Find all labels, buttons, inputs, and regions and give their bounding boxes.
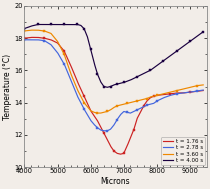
t = 3.60 s <box>158 94 161 96</box>
t = 4.00 s <box>104 86 107 88</box>
t = 2.78 s <box>129 112 131 114</box>
t = 1.76 s <box>30 36 33 39</box>
t = 3.60 s <box>143 98 146 100</box>
t = 2.78 s <box>104 130 107 132</box>
t = 4.00 s <box>106 86 108 88</box>
t = 1.76 s <box>119 153 122 155</box>
t = 4.00 s <box>23 27 26 30</box>
t = 3.60 s <box>23 30 26 32</box>
t = 2.78 s <box>55 50 57 52</box>
t = 1.76 s <box>158 94 161 96</box>
Y-axis label: Temperature (°C): Temperature (°C) <box>4 53 12 120</box>
t = 4.00 s <box>37 23 39 26</box>
t = 4.00 s <box>158 62 161 65</box>
t = 3.60 s <box>202 84 205 86</box>
t = 1.76 s <box>129 137 132 139</box>
t = 4.00 s <box>70 23 72 26</box>
t = 4.00 s <box>129 79 132 81</box>
t = 2.78 s <box>103 130 105 132</box>
t = 2.78 s <box>158 99 161 101</box>
t = 4.00 s <box>202 31 205 33</box>
t = 3.60 s <box>70 72 72 74</box>
t = 3.60 s <box>96 112 99 114</box>
t = 1.76 s <box>143 104 146 106</box>
t = 2.78 s <box>69 78 72 80</box>
t = 2.78 s <box>143 105 145 108</box>
t = 3.60 s <box>30 29 33 31</box>
t = 1.76 s <box>55 41 58 44</box>
t = 2.78 s <box>23 39 26 41</box>
t = 4.00 s <box>143 72 146 74</box>
Line: t = 3.60 s: t = 3.60 s <box>24 30 203 113</box>
Legend: t = 1.76 s, t = 2.78 s, t = 3.60 s, t = 4.00 s: t = 1.76 s, t = 2.78 s, t = 3.60 s, t = … <box>161 137 205 165</box>
Line: t = 4.00 s: t = 4.00 s <box>24 25 203 87</box>
t = 1.76 s <box>104 136 107 138</box>
t = 1.76 s <box>70 64 72 67</box>
Line: t = 2.78 s: t = 2.78 s <box>24 40 203 131</box>
Line: t = 1.76 s: t = 1.76 s <box>24 37 203 154</box>
t = 1.76 s <box>23 37 26 39</box>
t = 1.76 s <box>202 89 205 92</box>
t = 3.60 s <box>55 39 58 41</box>
t = 4.00 s <box>55 23 58 26</box>
X-axis label: Microns: Microns <box>101 177 130 186</box>
t = 2.78 s <box>202 89 205 91</box>
t = 3.60 s <box>129 101 132 104</box>
t = 3.60 s <box>105 111 107 113</box>
